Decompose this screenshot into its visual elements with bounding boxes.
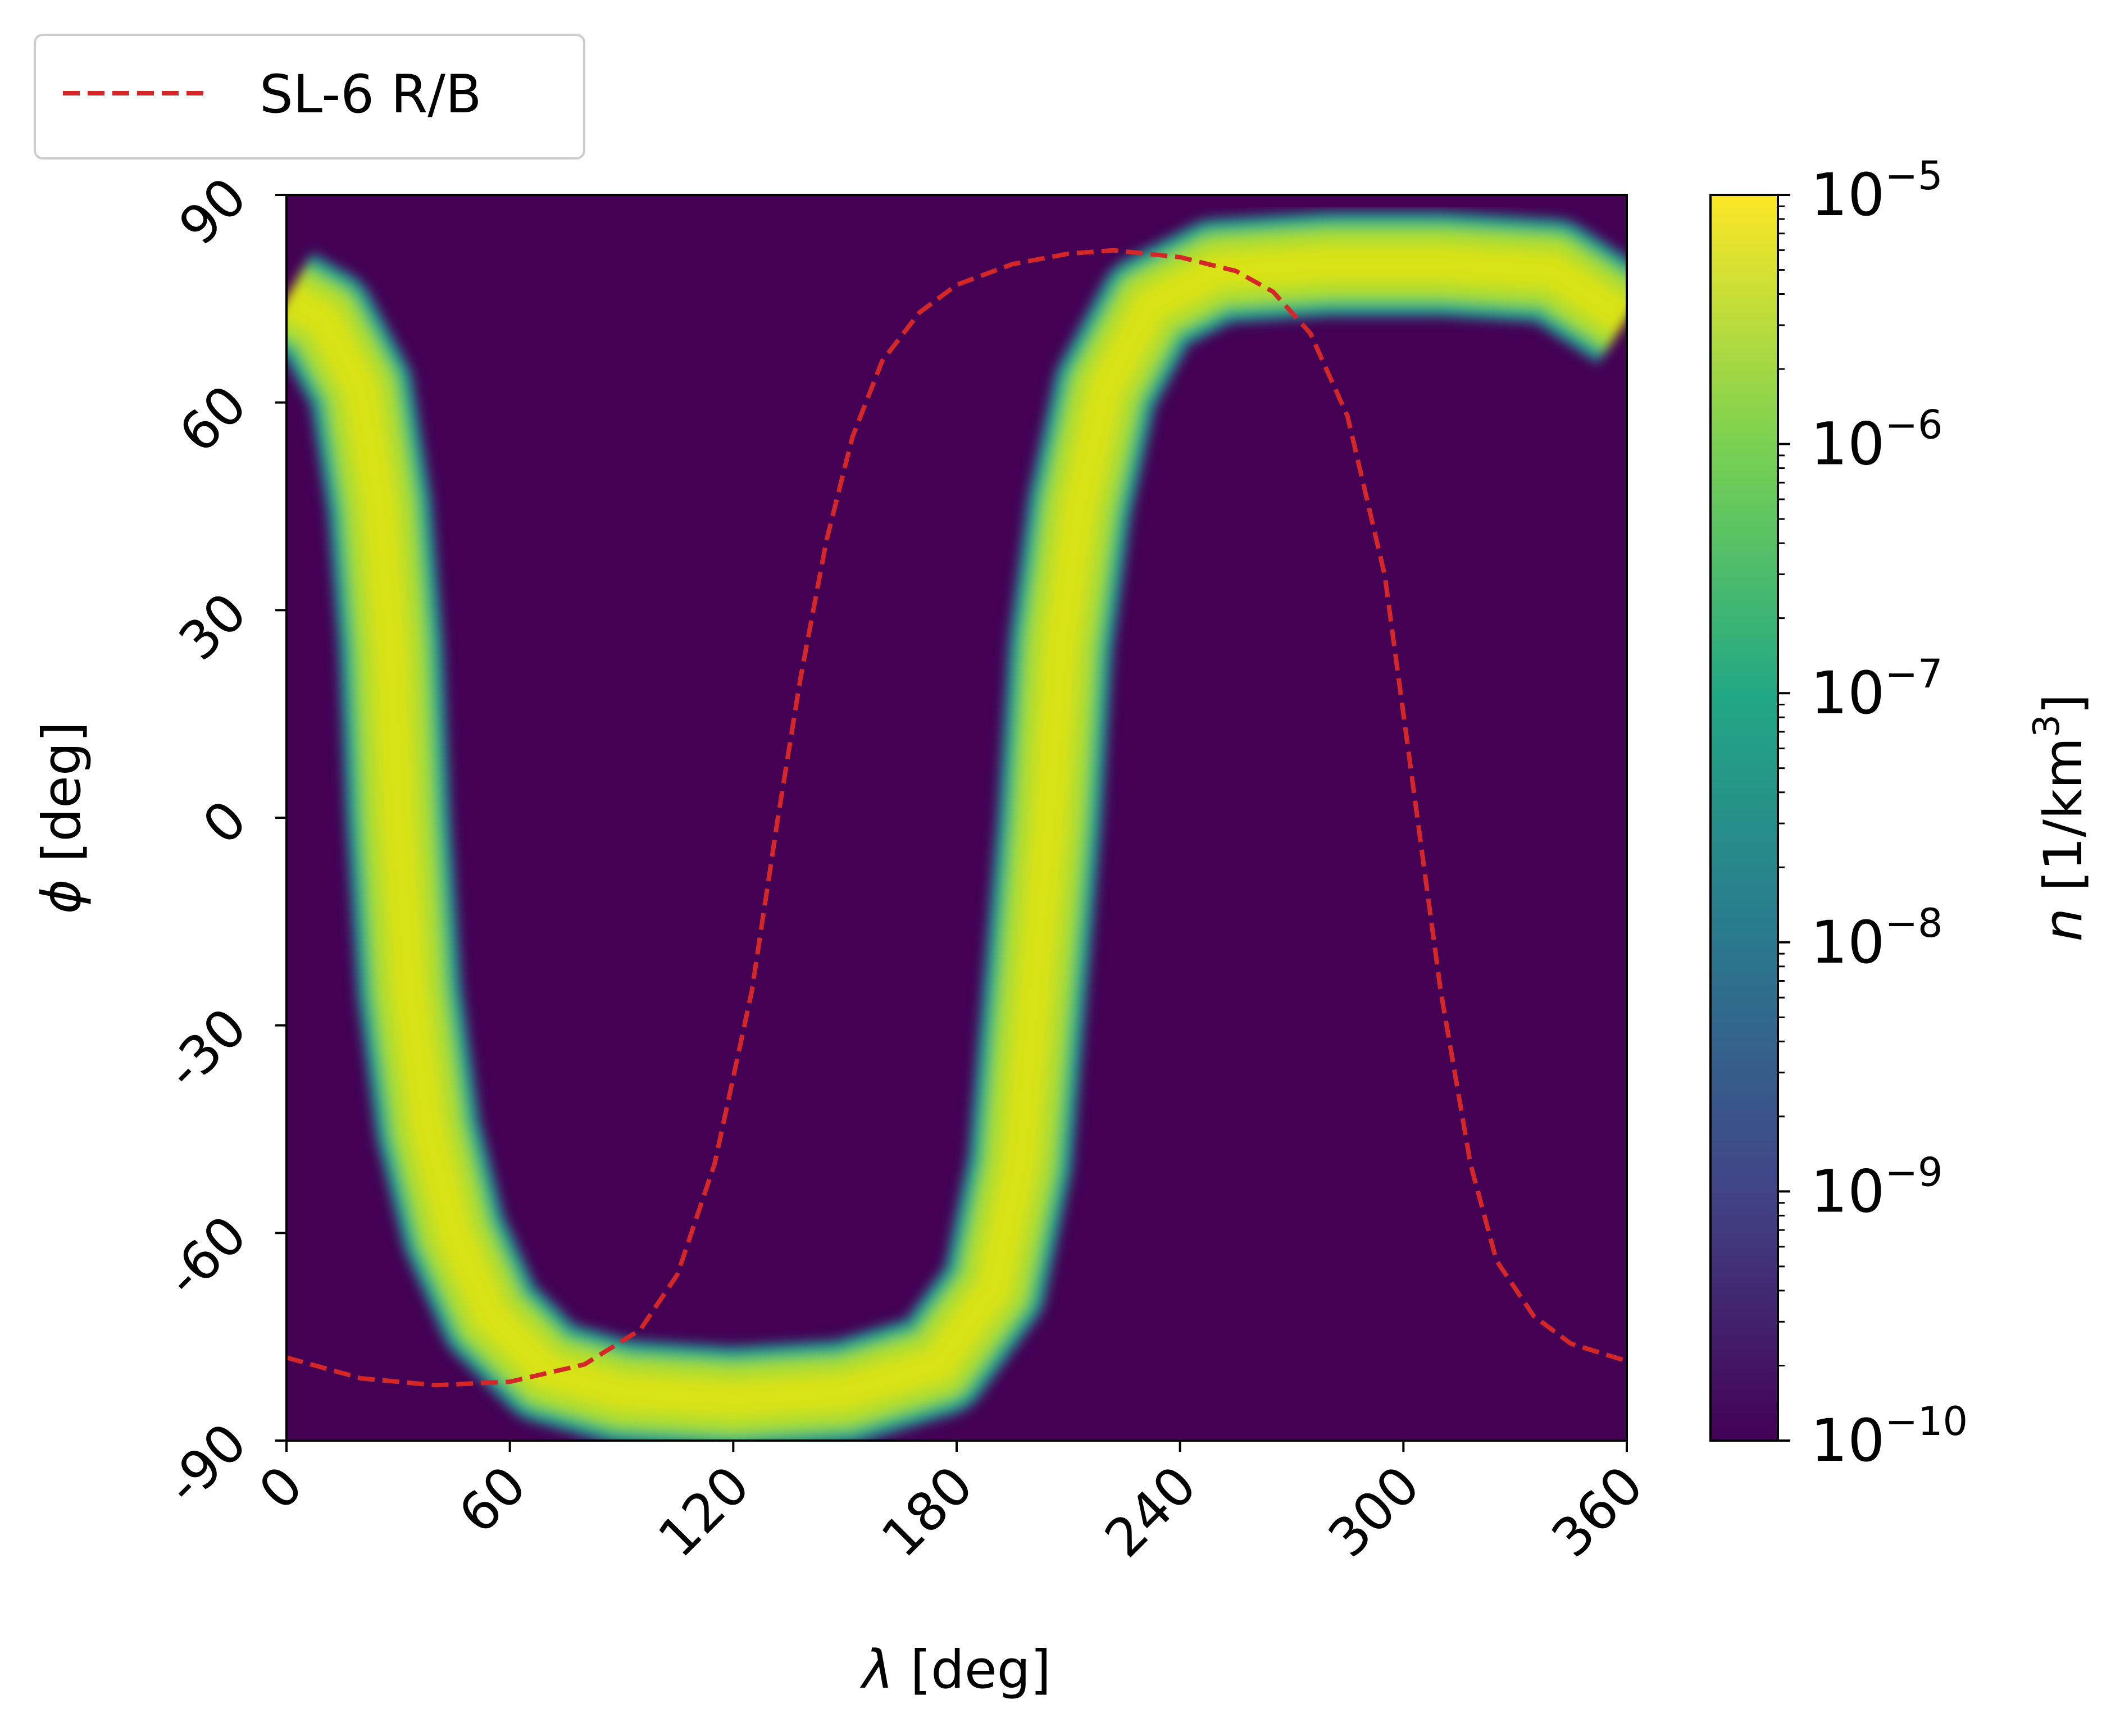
colorbar-tick-label: 10−8	[1810, 900, 1943, 977]
x-tick-label: 120	[647, 1455, 762, 1569]
x-tick-label: 0	[248, 1455, 315, 1521]
legend-box	[34, 34, 585, 160]
y-tick-label: 90	[168, 166, 259, 257]
y-axis: -90 -60 -30 0 30 60 90	[154, 166, 286, 1516]
legend: SL-6 R/B	[34, 34, 585, 160]
y-tick-label: 60	[168, 374, 259, 465]
colorbar-tick-label: 10−10	[1810, 1398, 1968, 1475]
y-tick-label: -30	[154, 997, 259, 1101]
colorbar-label-unit-close: ]	[2033, 694, 2094, 714]
series-line-0	[286, 248, 1627, 1388]
y-tick-label: -60	[154, 1205, 259, 1309]
series-layer	[286, 248, 1627, 1388]
colorbar-label-symbol: n	[2033, 908, 2094, 942]
colorbar-tick-label: 10−6	[1810, 402, 1943, 479]
x-axis-label-unit: [deg]	[911, 1639, 1052, 1701]
colorbar	[1709, 194, 1779, 1442]
colorbar-tick-label: 10−5	[1810, 153, 1943, 229]
colorbar-label-unit-exp: 3	[2026, 714, 2068, 737]
density-band	[286, 211, 1627, 1441]
y-tick-label: 0	[192, 789, 258, 856]
x-tick-label: 60	[447, 1455, 538, 1546]
x-axis: 0 60 120 180 240 300 360	[248, 1441, 1655, 1569]
y-tick-label: -90	[154, 1412, 259, 1516]
legend-label: SL-6 R/B	[260, 64, 481, 125]
x-tick-label: 240	[1094, 1455, 1208, 1569]
y-axis-label: ϕ [deg]	[31, 722, 93, 914]
x-axis-label-symbol: λ	[859, 1639, 894, 1701]
colorbar-tick-label: 10−7	[1810, 651, 1943, 727]
x-tick-label: 300	[1317, 1455, 1432, 1569]
colorbar-label-unit: [1/km	[2033, 737, 2094, 891]
colorbar-ticks: 10−10 10−9 10−8 10−7 10−6 10−5	[1778, 153, 1968, 1475]
density-band-blurred	[286, 211, 1627, 1441]
colorbar-label: n [1/km3]	[2026, 694, 2094, 941]
y-axis-label-symbol: ϕ	[31, 879, 93, 914]
density-band-peak	[286, 247, 1627, 1416]
x-axis-label: λ [deg]	[859, 1639, 1051, 1701]
y-axis-label-unit: [deg]	[31, 722, 93, 863]
y-tick-label: 30	[168, 582, 259, 673]
x-tick-label: 180	[870, 1455, 985, 1569]
colorbar-tick-label: 10−9	[1810, 1149, 1943, 1225]
x-tick-label: 360	[1540, 1455, 1655, 1569]
